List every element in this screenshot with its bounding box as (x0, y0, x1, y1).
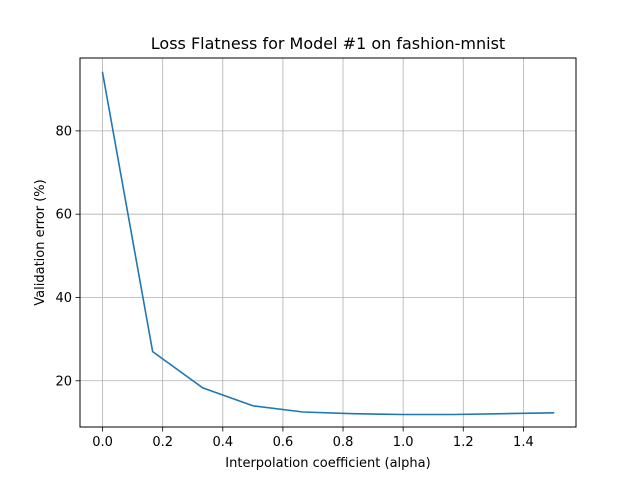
x-tick-label: 1.2 (453, 435, 474, 450)
y-tick-label: 80 (55, 124, 72, 139)
x-tick-label: 0.8 (333, 435, 354, 450)
axes-frame (79, 57, 577, 428)
y-tick-label: 20 (55, 374, 72, 389)
x-tick-label: 0.6 (273, 435, 294, 450)
x-tick-label: 0.4 (212, 435, 233, 450)
series-layer (101, 71, 555, 416)
x-tick-label: 1.0 (393, 435, 414, 450)
x-axis-label: Interpolation coefficient (alpha) (225, 456, 430, 471)
y-axis-label: Validation error (%) (33, 179, 48, 305)
x-tick-label: 0.0 (92, 435, 113, 450)
grid (80, 58, 576, 427)
chart-title: Loss Flatness for Model #1 on fashion-mn… (151, 34, 505, 53)
x-tick-label: 1.4 (513, 435, 534, 450)
x-axis: 0.0 0.2 0.4 0.6 0.8 1.0 1.2 1.4 (92, 427, 534, 450)
x-tick-label: 0.2 (152, 435, 173, 450)
series-line (101, 71, 555, 416)
y-tick-label: 40 (55, 291, 72, 306)
y-tick-label: 60 (55, 208, 72, 223)
y-axis: 20 40 60 80 (55, 124, 80, 389)
